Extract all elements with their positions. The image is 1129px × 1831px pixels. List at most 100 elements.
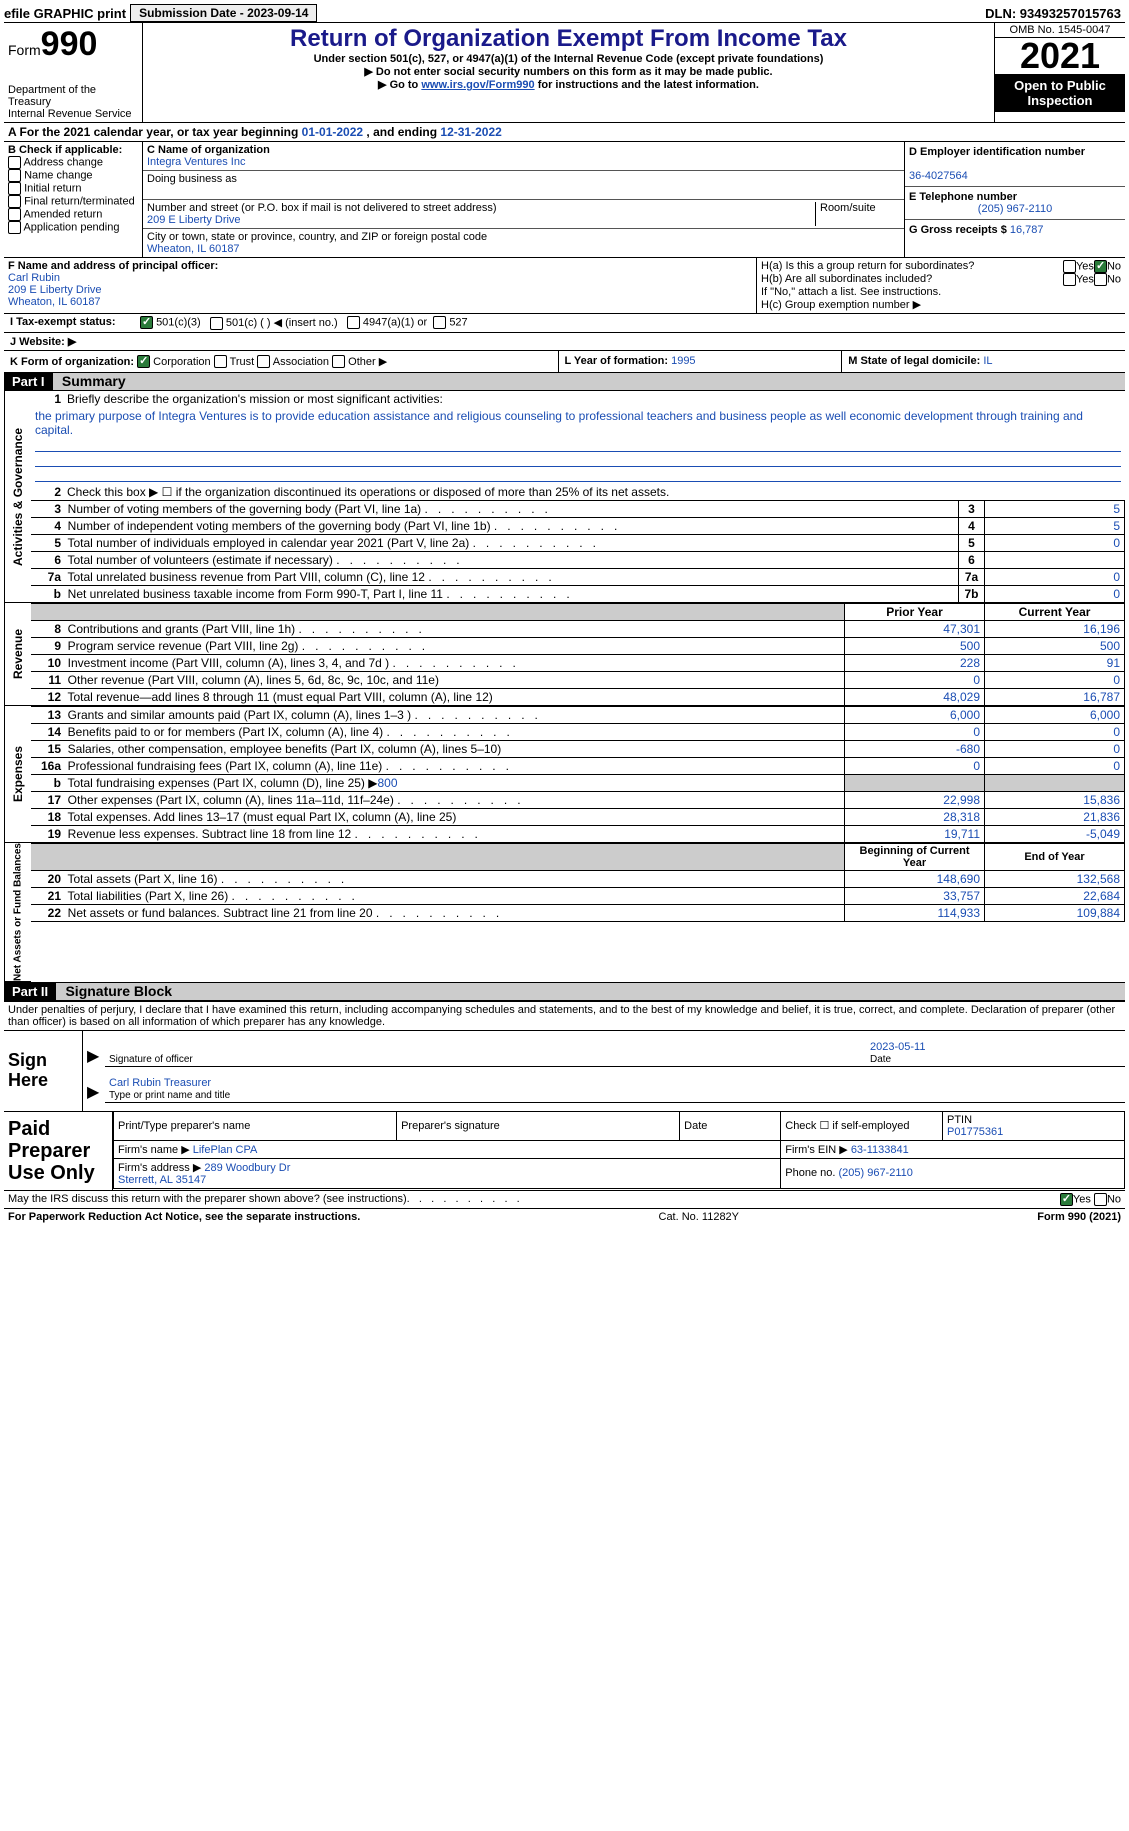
paid-preparer-block: Paid Preparer Use Only Print/Type prepar… — [4, 1112, 1125, 1191]
l7b: Net unrelated business taxable income fr… — [68, 587, 443, 601]
top-bar: efile GRAPHIC print Submission Date - 20… — [4, 4, 1125, 23]
c22: 109,884 — [985, 905, 1125, 922]
k-assoc[interactable]: Association — [257, 356, 329, 368]
p17: 22,998 — [845, 792, 985, 809]
chk-amended[interactable]: Amended return — [8, 208, 138, 221]
discuss-no[interactable]: No — [1094, 1193, 1121, 1206]
phone-label: E Telephone number — [909, 191, 1017, 203]
v7a: 0 — [985, 569, 1125, 586]
k-other[interactable]: Other ▶ — [332, 356, 387, 368]
discuss-row: May the IRS discuss this return with the… — [4, 1191, 1125, 1208]
l9: Program service revenue (Part VIII, line… — [68, 639, 299, 653]
c-name-label: C Name of organization — [147, 144, 270, 156]
l22: Net assets or fund balances. Subtract li… — [68, 906, 373, 920]
l8: Contributions and grants (Part VIII, lin… — [68, 622, 295, 636]
k-corp[interactable]: Corporation — [137, 356, 211, 368]
city-label: City or town, state or province, country… — [147, 231, 487, 243]
c13: 6,000 — [985, 707, 1125, 724]
tax-exempt-row: I Tax-exempt status: 501(c)(3) 501(c) ( … — [4, 313, 1125, 332]
firm-addr-label: Firm's address ▶ — [118, 1162, 201, 1174]
p12: 48,029 — [845, 689, 985, 706]
dln: DLN: 93493257015763 — [985, 6, 1125, 21]
footer-left: For Paperwork Reduction Act Notice, see … — [8, 1211, 360, 1223]
p22: 114,933 — [845, 905, 985, 922]
addr-label: Number and street (or P.O. box if mail i… — [147, 202, 497, 214]
c19: -5,049 — [985, 826, 1125, 843]
l4: Number of independent voting members of … — [68, 519, 491, 533]
footer-right: Form 990 (2021) — [1037, 1211, 1121, 1223]
officer-name: Carl Rubin — [8, 272, 60, 284]
firm-name-label: Firm's name ▶ — [118, 1144, 190, 1156]
i-527[interactable]: 527 — [433, 316, 467, 330]
v3: 5 — [985, 501, 1125, 518]
irs-link[interactable]: www.irs.gov/Form990 — [421, 79, 534, 91]
org-addr: 209 E Liberty Drive — [147, 214, 241, 226]
vert-activities: Activities & Governance — [4, 391, 31, 603]
sig-date-label: Date — [870, 1054, 891, 1065]
l20: Total assets (Part X, line 16) — [67, 872, 217, 886]
vert-revenue: Revenue — [4, 603, 31, 706]
hb-no[interactable]: No — [1094, 273, 1121, 286]
c9: 500 — [985, 638, 1125, 655]
sig-name-label: Type or print name and title — [109, 1090, 230, 1101]
p10: 228 — [845, 655, 985, 672]
dba-label: Doing business as — [147, 173, 237, 185]
chk-name[interactable]: Name change — [8, 169, 138, 182]
j-label: J Website: ▶ — [10, 335, 76, 348]
c12: 16,787 — [985, 689, 1125, 706]
tax-year: 2021 — [995, 38, 1125, 74]
m-label: M State of legal domicile: — [848, 355, 980, 367]
vert-netassets: Net Assets or Fund Balances — [4, 843, 31, 982]
chk-final[interactable]: Final return/terminated — [8, 195, 138, 208]
v7b: 0 — [985, 586, 1125, 603]
p18: 28,318 — [845, 809, 985, 826]
entity-block: B Check if applicable: Address change Na… — [4, 141, 1125, 257]
section-b-title: B Check if applicable: — [8, 144, 138, 156]
revenue-table: Prior YearCurrent Year 8 Contributions a… — [31, 603, 1125, 706]
p15: -680 — [845, 741, 985, 758]
form-label: Form990 — [8, 25, 138, 64]
ha-yes[interactable]: Yes — [1063, 260, 1094, 273]
p8: 47,301 — [845, 621, 985, 638]
f-label: F Name and address of principal officer: — [8, 260, 218, 272]
ssn-notice: ▶ Do not enter social security numbers o… — [147, 65, 990, 78]
l1-label: Briefly describe the organization's miss… — [67, 392, 1121, 406]
ha-label: H(a) Is this a group return for subordin… — [761, 260, 1063, 273]
h-begin: Beginning of Current Year — [845, 844, 985, 871]
inspection-notice: Open to Public Inspection — [995, 74, 1125, 112]
submission-date: Submission Date - 2023-09-14 — [130, 4, 317, 22]
netassets-table: Beginning of Current YearEnd of Year 20 … — [31, 843, 1125, 922]
gross-label: G Gross receipts $ — [909, 224, 1007, 236]
chk-address[interactable]: Address change — [8, 156, 138, 169]
sig-name: Carl Rubin Treasurer — [109, 1077, 211, 1089]
sign-here-label: Sign Here — [4, 1031, 82, 1111]
h-curr: Current Year — [985, 604, 1125, 621]
chk-initial[interactable]: Initial return — [8, 182, 138, 195]
chk-pending[interactable]: Application pending — [8, 221, 138, 234]
ein-label: D Employer identification number — [909, 146, 1085, 158]
p9: 500 — [845, 638, 985, 655]
ptin: P01775361 — [947, 1126, 1003, 1138]
period-line: A For the 2021 calendar year, or tax yea… — [4, 122, 1125, 141]
part2-bar: Part II — [4, 983, 56, 1000]
pp-sig-label: Preparer's signature — [397, 1112, 680, 1141]
k-trust[interactable]: Trust — [214, 356, 255, 368]
arrow-icon: ▶ — [83, 1067, 105, 1103]
ha-no[interactable]: No — [1094, 260, 1121, 273]
room-suite: Room/suite — [815, 202, 900, 226]
hb-yes[interactable]: Yes — [1063, 273, 1094, 286]
pp-check-label: Check ☐ if self-employed — [781, 1112, 943, 1141]
gross-value: 16,787 — [1010, 224, 1044, 236]
i-501c3[interactable]: 501(c)(3) — [140, 316, 201, 330]
discuss-yes[interactable]: Yes — [1060, 1193, 1091, 1206]
m-value: IL — [983, 355, 992, 367]
c17: 15,836 — [985, 792, 1125, 809]
l3: Number of voting members of the governin… — [68, 502, 422, 516]
ptin-label: PTIN — [947, 1114, 972, 1126]
website-row: J Website: ▶ — [4, 332, 1125, 350]
sig-date: 2023-05-11 — [870, 1041, 925, 1053]
c10: 91 — [985, 655, 1125, 672]
part2-header: Part II Signature Block — [4, 982, 1125, 1001]
i-4947[interactable]: 4947(a)(1) or — [347, 316, 427, 330]
i-501c[interactable]: 501(c) ( ) ◀ (insert no.) — [210, 316, 338, 330]
